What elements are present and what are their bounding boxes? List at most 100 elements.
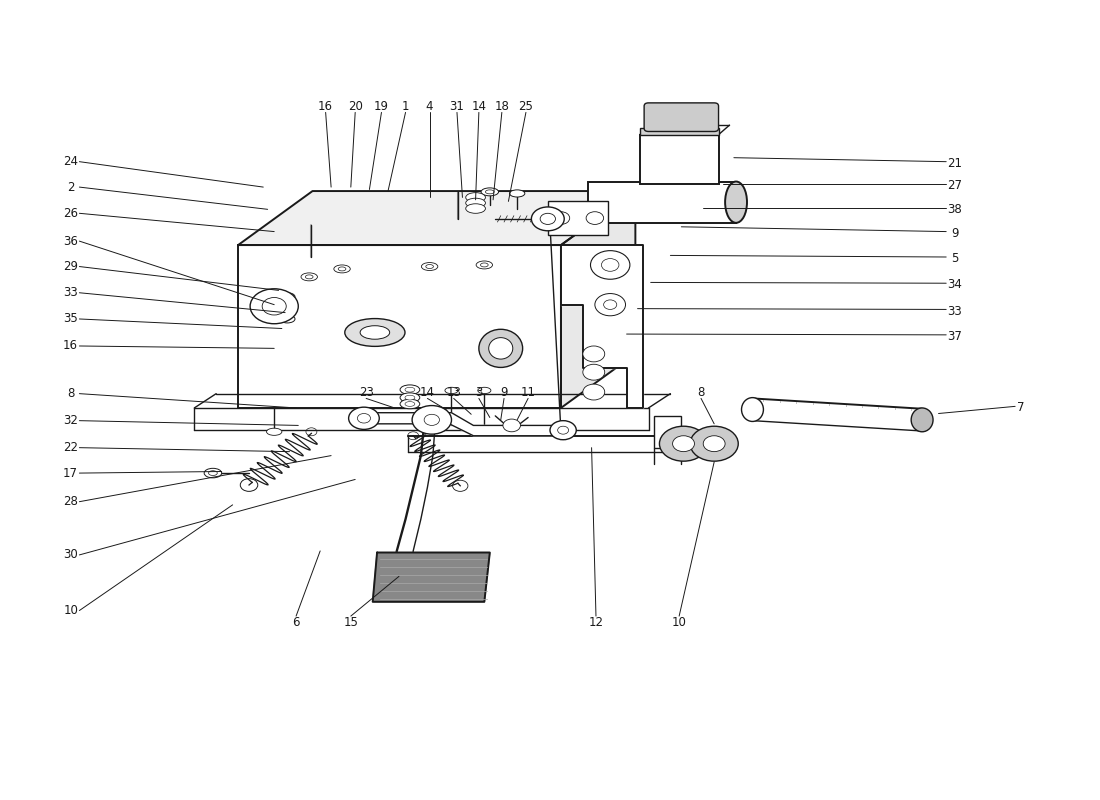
Ellipse shape bbox=[426, 265, 433, 269]
Circle shape bbox=[558, 426, 569, 434]
Text: 32: 32 bbox=[63, 414, 78, 427]
Ellipse shape bbox=[209, 470, 218, 475]
Circle shape bbox=[262, 298, 286, 315]
Ellipse shape bbox=[465, 193, 485, 202]
Circle shape bbox=[591, 250, 630, 279]
Text: 6: 6 bbox=[293, 616, 300, 629]
Circle shape bbox=[672, 436, 694, 452]
Polygon shape bbox=[238, 191, 636, 245]
Ellipse shape bbox=[478, 330, 522, 367]
Text: 7: 7 bbox=[1016, 402, 1024, 414]
Text: 24: 24 bbox=[63, 155, 78, 168]
Text: 38: 38 bbox=[947, 203, 962, 216]
Text: 8: 8 bbox=[67, 387, 75, 400]
Ellipse shape bbox=[725, 182, 747, 223]
Text: 16: 16 bbox=[318, 99, 333, 113]
Circle shape bbox=[552, 212, 570, 225]
Text: 8: 8 bbox=[697, 386, 705, 398]
Circle shape bbox=[690, 426, 738, 461]
Polygon shape bbox=[561, 191, 636, 408]
Circle shape bbox=[583, 364, 605, 380]
Circle shape bbox=[550, 421, 576, 440]
Ellipse shape bbox=[488, 338, 513, 359]
Polygon shape bbox=[561, 245, 644, 408]
Circle shape bbox=[503, 419, 520, 432]
Ellipse shape bbox=[405, 395, 415, 400]
Text: 9: 9 bbox=[500, 386, 508, 398]
Text: 10: 10 bbox=[63, 604, 78, 617]
Circle shape bbox=[602, 258, 619, 271]
Ellipse shape bbox=[465, 198, 485, 208]
Text: 36: 36 bbox=[63, 234, 78, 248]
Text: 28: 28 bbox=[63, 495, 78, 508]
Circle shape bbox=[358, 414, 371, 423]
FancyBboxPatch shape bbox=[645, 103, 718, 131]
Ellipse shape bbox=[279, 293, 295, 301]
Ellipse shape bbox=[481, 188, 498, 196]
Ellipse shape bbox=[279, 315, 295, 323]
Text: 4: 4 bbox=[426, 99, 433, 113]
Ellipse shape bbox=[400, 393, 420, 402]
Text: 29: 29 bbox=[63, 260, 78, 273]
Bar bbox=[548, 202, 608, 234]
Ellipse shape bbox=[360, 326, 389, 339]
Text: 14: 14 bbox=[472, 99, 486, 113]
Ellipse shape bbox=[421, 262, 438, 270]
Text: 25: 25 bbox=[518, 99, 534, 113]
Bar bbox=[640, 128, 718, 134]
Text: 13: 13 bbox=[447, 386, 461, 398]
Circle shape bbox=[703, 436, 725, 452]
Ellipse shape bbox=[405, 387, 415, 392]
Ellipse shape bbox=[405, 402, 415, 406]
Ellipse shape bbox=[509, 190, 525, 197]
Ellipse shape bbox=[741, 398, 763, 422]
Circle shape bbox=[586, 212, 604, 225]
Text: 3: 3 bbox=[475, 386, 483, 398]
Text: 15: 15 bbox=[343, 616, 359, 629]
Text: 17: 17 bbox=[63, 466, 78, 479]
Bar bbox=[654, 416, 681, 448]
Text: 19: 19 bbox=[374, 99, 389, 113]
Ellipse shape bbox=[266, 428, 282, 435]
Text: 34: 34 bbox=[947, 278, 962, 291]
Circle shape bbox=[531, 207, 564, 230]
Circle shape bbox=[604, 300, 617, 310]
Text: 22: 22 bbox=[63, 441, 78, 454]
Text: 33: 33 bbox=[64, 286, 78, 299]
Text: 33: 33 bbox=[947, 305, 962, 318]
Circle shape bbox=[595, 294, 626, 316]
Polygon shape bbox=[373, 553, 490, 602]
Text: 16: 16 bbox=[63, 339, 78, 353]
Circle shape bbox=[659, 426, 707, 461]
Text: 1: 1 bbox=[402, 99, 409, 113]
Circle shape bbox=[540, 214, 556, 225]
Bar bbox=[588, 182, 736, 223]
Text: 20: 20 bbox=[348, 99, 363, 113]
Ellipse shape bbox=[344, 318, 405, 346]
Text: 9: 9 bbox=[952, 226, 959, 240]
Ellipse shape bbox=[477, 387, 491, 394]
Text: 31: 31 bbox=[450, 99, 464, 113]
Text: 23: 23 bbox=[359, 386, 374, 398]
Ellipse shape bbox=[333, 265, 350, 273]
Ellipse shape bbox=[444, 387, 458, 394]
Polygon shape bbox=[238, 245, 561, 408]
Text: 35: 35 bbox=[64, 313, 78, 326]
Circle shape bbox=[349, 407, 379, 430]
Circle shape bbox=[583, 384, 605, 400]
Circle shape bbox=[412, 406, 451, 434]
Text: 11: 11 bbox=[520, 386, 536, 398]
Bar bbox=[640, 134, 718, 184]
Text: 14: 14 bbox=[420, 386, 434, 398]
Text: 26: 26 bbox=[63, 207, 78, 220]
Text: 30: 30 bbox=[64, 549, 78, 562]
Text: 21: 21 bbox=[947, 157, 962, 170]
Ellipse shape bbox=[465, 204, 485, 214]
Text: 12: 12 bbox=[588, 616, 604, 629]
Polygon shape bbox=[195, 408, 649, 430]
Ellipse shape bbox=[306, 275, 313, 279]
Polygon shape bbox=[353, 413, 572, 436]
Ellipse shape bbox=[301, 273, 318, 281]
Text: 2: 2 bbox=[67, 181, 75, 194]
Ellipse shape bbox=[481, 263, 488, 267]
